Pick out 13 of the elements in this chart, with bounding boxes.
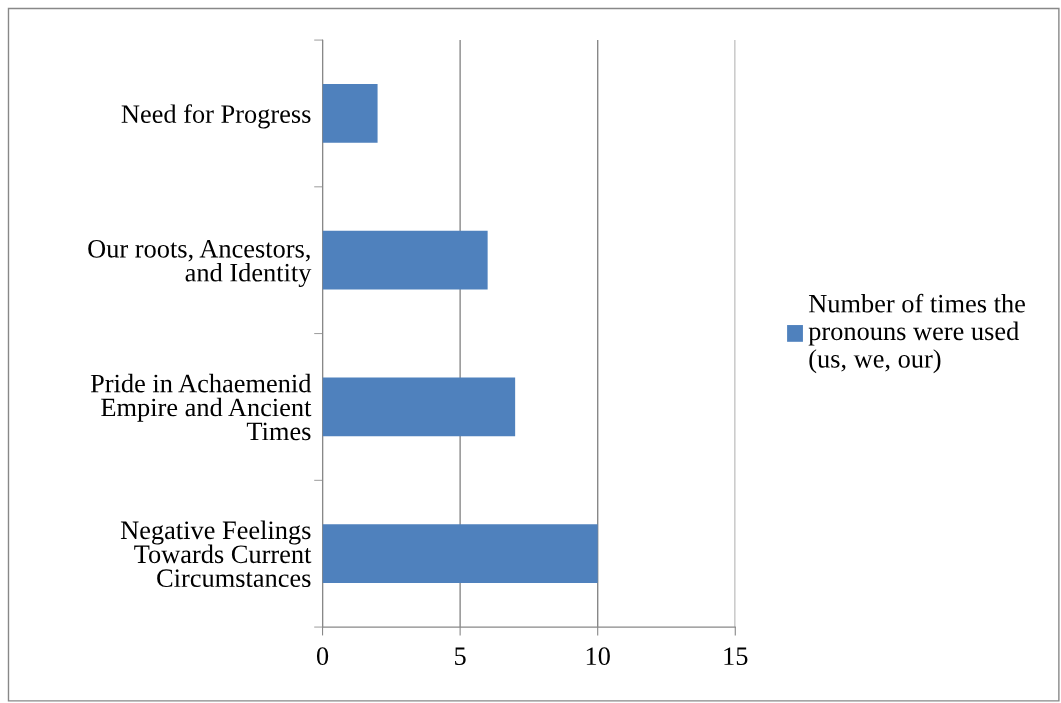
- x-tick-label: 5: [455, 647, 466, 666]
- y-tick-label: Our roots, Ancestors, and Identity: [88, 239, 312, 288]
- bar: [322, 230, 488, 290]
- legend-label: Number of times the pronouns were used (us, we, our): [808, 293, 1025, 374]
- x-tick-label: 15: [724, 647, 748, 666]
- bar: [322, 524, 598, 584]
- bar: [322, 84, 378, 143]
- y-tick-label: Need for Progress: [121, 104, 311, 129]
- x-tick-label: 0: [316, 647, 329, 666]
- bar: [322, 377, 516, 437]
- y-tick-label: Negative Feelings Towards Current Circumstances: [120, 520, 312, 588]
- x-tick-label: 10: [586, 647, 610, 666]
- y-tick-label: Pride in Achaemenid Empire and Ancient Times: [90, 373, 312, 441]
